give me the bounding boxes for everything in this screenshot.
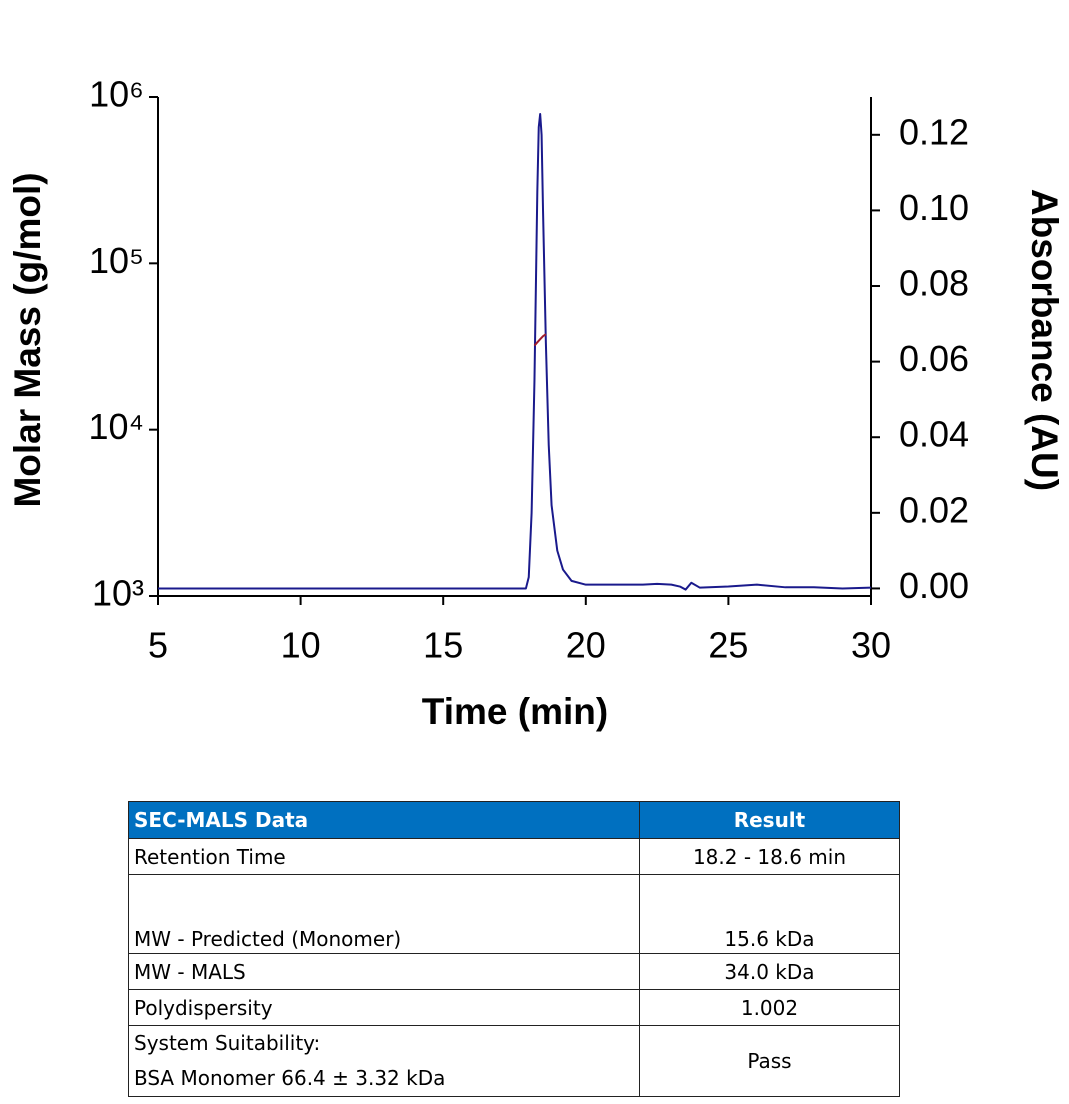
cell: Pass bbox=[638, 1025, 901, 1097]
y2-axis-label: Absorbance (AU) bbox=[1024, 189, 1065, 491]
cell: 15.6 kDa bbox=[638, 874, 901, 954]
y2-tick-label: 0.10 bbox=[899, 187, 969, 228]
y2-tick-label: 0.08 bbox=[899, 263, 969, 304]
data-line bbox=[158, 113, 872, 591]
x-tick-label: 15 bbox=[423, 625, 463, 666]
y2-tick-label: 0.06 bbox=[899, 338, 969, 379]
cell-line: BSA Monomer 66.4 ± 3.32 kDa bbox=[134, 1066, 446, 1090]
row: MW - MALS 34.0 kDa bbox=[128, 953, 901, 990]
cell: MW - MALS bbox=[128, 953, 640, 990]
cell: Retention Time bbox=[128, 838, 640, 875]
y-axis-label: Molar Mass (g/mol) bbox=[7, 172, 48, 507]
chart: Time (min) Molar Mass (g/mol) Absorbance… bbox=[7, 74, 1065, 732]
cell: 34.0 kDa bbox=[638, 953, 901, 990]
row: System Suitability: BSA Monomer 66.4 ± 3… bbox=[128, 1025, 901, 1097]
row: Polydispersity 1.002 bbox=[128, 989, 901, 1026]
y-tick-label: 10³ bbox=[92, 573, 144, 614]
x-tick-label: 20 bbox=[566, 625, 606, 666]
cell: Polydispersity bbox=[128, 989, 640, 1026]
header-cell: SEC-MALS Data bbox=[128, 801, 640, 839]
cell: 18.2 - 18.6 min bbox=[638, 838, 901, 875]
y2-tick-label: 0.00 bbox=[899, 565, 969, 606]
data-line bbox=[533, 333, 547, 347]
y2-tick-label: 0.12 bbox=[899, 111, 969, 152]
x-axis-label: Time (min) bbox=[422, 691, 608, 732]
y-tick-label: 10⁴ bbox=[88, 406, 144, 447]
cell-line: System Suitability: bbox=[134, 1031, 321, 1055]
header-cell: Result bbox=[638, 801, 901, 839]
results-table: SEC-MALS Data Result Retention Time 18.2… bbox=[128, 801, 901, 1097]
cell: 1.002 bbox=[638, 989, 901, 1026]
y2-tick-label: 0.02 bbox=[899, 489, 969, 530]
y-tick-label: 10⁵ bbox=[89, 240, 144, 281]
x-tick-label: 30 bbox=[851, 625, 891, 666]
x-tick-label: 5 bbox=[148, 625, 168, 666]
header-row: SEC-MALS Data Result bbox=[128, 801, 901, 839]
cell: System Suitability: BSA Monomer 66.4 ± 3… bbox=[128, 1025, 640, 1097]
y-tick-label: 10⁶ bbox=[89, 74, 144, 115]
x-tick-label: 25 bbox=[708, 625, 748, 666]
row: Retention Time 18.2 - 18.6 min bbox=[128, 838, 901, 875]
cell: MW - Predicted (Monomer) bbox=[128, 874, 640, 954]
y2-tick-label: 0.04 bbox=[899, 414, 969, 455]
x-tick-label: 10 bbox=[281, 625, 321, 666]
row: MW - Predicted (Monomer) 15.6 kDa bbox=[128, 874, 901, 954]
